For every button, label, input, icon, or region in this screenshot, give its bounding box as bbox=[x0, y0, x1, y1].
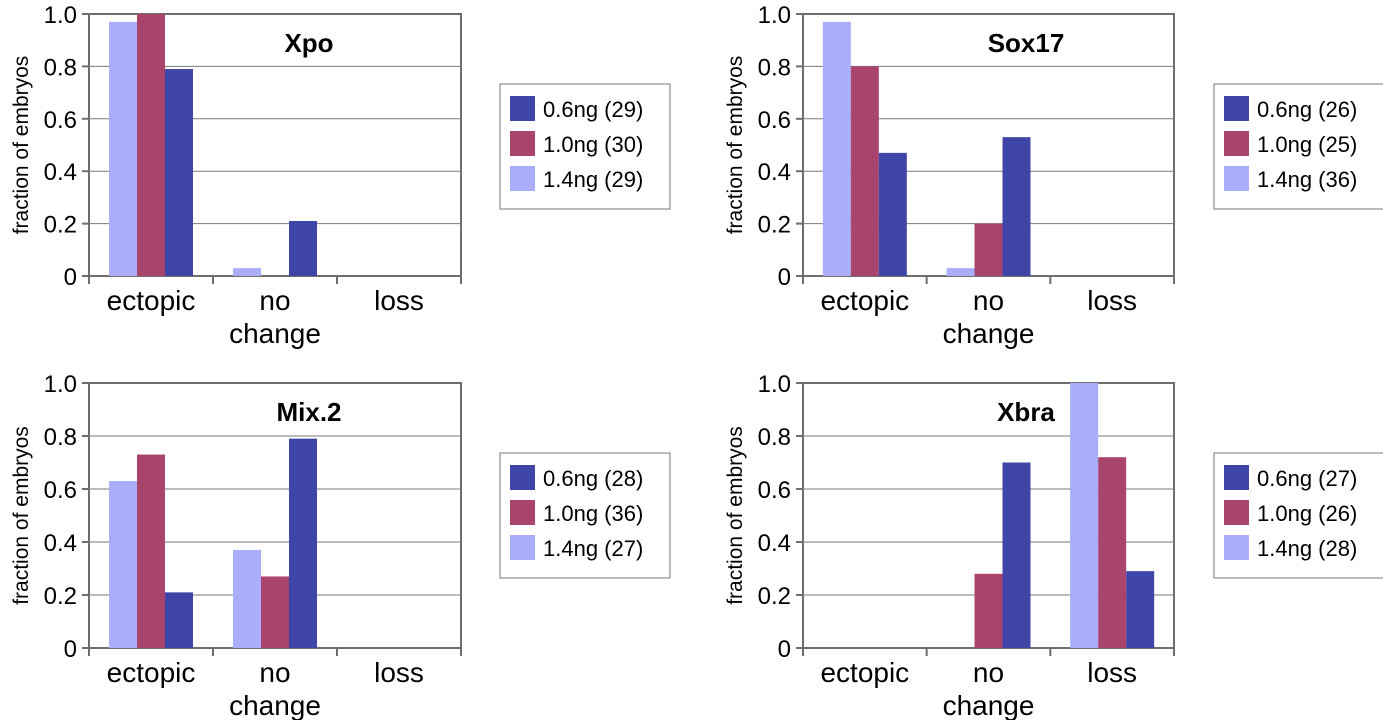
legend: 0.6ng (28) 1.0ng (36) 1.4ng (27) bbox=[499, 452, 671, 579]
y-tick-label: 1.0 bbox=[44, 371, 77, 398]
y-tick-label: 0.8 bbox=[44, 54, 77, 81]
legend-label: 1.4ng (36) bbox=[1257, 167, 1357, 192]
bar-mix-2-0.6ng-0 bbox=[165, 592, 193, 648]
x-tick-label: loss bbox=[374, 657, 424, 688]
bar-xbra-0.6ng-1 bbox=[1002, 462, 1031, 648]
y-tick-label: 0.8 bbox=[758, 424, 791, 451]
bar-mix-2-1.4ng-0 bbox=[109, 481, 137, 648]
y-tick-label: 0.8 bbox=[44, 424, 77, 451]
legend-label: 1.4ng (27) bbox=[543, 536, 643, 561]
x-tick-label: no change bbox=[943, 285, 1035, 349]
bar-sox17-1.0ng-1 bbox=[974, 223, 1003, 276]
bar-xbra-1.0ng-2 bbox=[1098, 457, 1127, 648]
y-tick-label: 0.4 bbox=[758, 530, 791, 557]
legend-swatch bbox=[510, 465, 535, 490]
legend-swatch bbox=[510, 96, 535, 121]
x-tick-label: no change bbox=[943, 657, 1035, 720]
y-tick-label: 0.2 bbox=[758, 583, 791, 610]
bar-mix-2-1.4ng-1 bbox=[233, 549, 261, 648]
legend: 0.6ng (26) 1.0ng (25) 1.4ng (36) bbox=[1213, 83, 1383, 210]
y-tick-label: 0.6 bbox=[758, 477, 791, 504]
legend-swatch bbox=[510, 500, 535, 525]
y-tick-label: 0 bbox=[64, 264, 77, 291]
bar-sox17-1.4ng-0 bbox=[822, 21, 851, 276]
legend-swatch bbox=[510, 535, 535, 560]
bar-sox17-1.0ng-0 bbox=[850, 66, 879, 277]
legend-swatch bbox=[1224, 500, 1249, 525]
chart-panel-xbra: 0 0.2 0.4 0.6 0.8 1.0 fraction of embryos Xbra e… bbox=[724, 371, 1383, 720]
chart-title: Mix.2 bbox=[276, 397, 341, 427]
legend-label: 1.0ng (30) bbox=[543, 132, 643, 157]
legend: 0.6ng (27) 1.0ng (26) 1.4ng (28) bbox=[1213, 452, 1383, 579]
legend-swatch bbox=[510, 131, 535, 156]
y-tick-label: 0 bbox=[778, 636, 791, 663]
y-tick-label: 1.0 bbox=[758, 2, 791, 29]
bar-sox17-0.6ng-0 bbox=[878, 152, 907, 276]
bar-mix-2-1.0ng-1 bbox=[261, 576, 289, 648]
legend-label: 1.0ng (36) bbox=[543, 501, 643, 526]
bar-sox17-1.4ng-1 bbox=[946, 268, 975, 276]
legend-label: 0.6ng (26) bbox=[1257, 97, 1357, 122]
y-axis-label: fraction of embryos bbox=[724, 426, 747, 605]
y-tick-label: 0.6 bbox=[44, 477, 77, 504]
y-axis-label: fraction of embryos bbox=[724, 56, 747, 235]
chart-panel-sox17: 0 0.2 0.4 0.6 0.8 1.0 fraction of embryos Sox17… bbox=[724, 2, 1383, 349]
y-tick-label: 0.4 bbox=[44, 159, 77, 186]
bar-mix-2-0.6ng-1 bbox=[289, 438, 317, 648]
y-tick-label: 0.2 bbox=[44, 583, 77, 610]
bar-xpo-1.0ng-0 bbox=[137, 14, 165, 276]
bar-xpo-0.6ng-0 bbox=[165, 69, 193, 277]
bar-xpo-0.6ng-1 bbox=[289, 220, 317, 276]
y-tick-label: 0 bbox=[778, 264, 791, 291]
y-tick-label: 1.0 bbox=[758, 371, 791, 398]
y-tick-label: 0.2 bbox=[44, 212, 77, 239]
y-tick-label: 0.2 bbox=[758, 212, 791, 239]
chart-title: Xpo bbox=[284, 28, 333, 58]
legend-swatch bbox=[1224, 465, 1249, 490]
y-tick-label: 0.4 bbox=[44, 530, 77, 557]
legend-label: 1.4ng (29) bbox=[543, 167, 643, 192]
bar-sox17-0.6ng-1 bbox=[1002, 137, 1031, 276]
x-tick-label: ectopic bbox=[107, 657, 196, 688]
y-tick-label: 0 bbox=[64, 636, 77, 663]
legend-label: 0.6ng (27) bbox=[1257, 466, 1357, 491]
legend-swatch bbox=[1224, 535, 1249, 560]
y-tick-label: 0.6 bbox=[44, 107, 77, 134]
x-tick-label: loss bbox=[1087, 657, 1137, 688]
legend-swatch bbox=[1224, 131, 1249, 156]
x-tick-label: no change bbox=[229, 657, 321, 720]
legend: 0.6ng (29) 1.0ng (30) 1.4ng (29) bbox=[499, 83, 671, 210]
y-axis-label: fraction of embryos bbox=[10, 56, 33, 235]
x-tick-label: ectopic bbox=[820, 285, 909, 316]
x-tick-label: loss bbox=[374, 285, 424, 316]
legend-label: 0.6ng (28) bbox=[543, 466, 643, 491]
bar-xpo-1.4ng-0 bbox=[109, 21, 137, 276]
legend-swatch bbox=[1224, 166, 1249, 191]
legend-swatch bbox=[510, 166, 535, 191]
bar-mix-2-1.0ng-0 bbox=[137, 454, 165, 648]
x-tick-label: no change bbox=[229, 285, 321, 349]
y-axis-label: fraction of embryos bbox=[10, 426, 33, 605]
y-tick-label: 0.8 bbox=[758, 54, 791, 81]
legend-swatch bbox=[1224, 96, 1249, 121]
bar-xbra-1.4ng-2 bbox=[1070, 383, 1099, 648]
y-tick-label: 0.4 bbox=[758, 159, 791, 186]
chart-panel-mix-2: 0 0.2 0.4 0.6 0.8 1.0 fraction of embryos Mix.2… bbox=[10, 371, 671, 720]
legend-label: 0.6ng (29) bbox=[543, 97, 643, 122]
bar-xpo-1.4ng-1 bbox=[233, 268, 261, 276]
chart-title: Sox17 bbox=[988, 28, 1065, 58]
y-tick-label: 0.6 bbox=[758, 107, 791, 134]
x-tick-label: ectopic bbox=[107, 285, 196, 316]
legend-label: 1.0ng (26) bbox=[1257, 501, 1357, 526]
legend-label: 1.0ng (25) bbox=[1257, 132, 1357, 157]
bar-xbra-0.6ng-2 bbox=[1126, 571, 1155, 648]
chart-panel-xpo: 0 0.2 0.4 0.6 0.8 1.0 fraction of embryos Xpo ec… bbox=[10, 2, 671, 349]
legend-label: 1.4ng (28) bbox=[1257, 536, 1357, 561]
y-tick-label: 1.0 bbox=[44, 2, 77, 29]
chart-title: Xbra bbox=[997, 397, 1055, 427]
bar-xbra-1.0ng-1 bbox=[974, 573, 1003, 648]
x-tick-label: loss bbox=[1087, 285, 1137, 316]
x-tick-label: ectopic bbox=[820, 657, 909, 688]
